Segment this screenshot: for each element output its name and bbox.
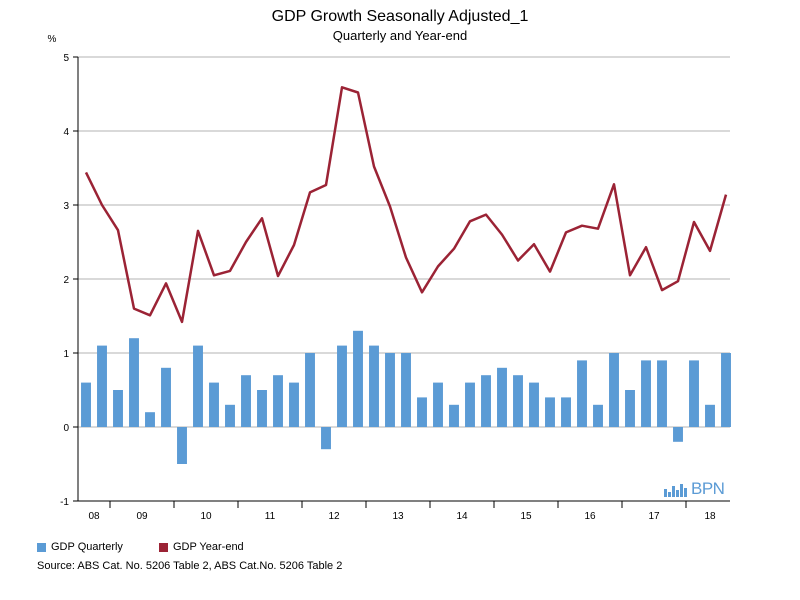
bar-gdp-quarterly (609, 353, 619, 427)
bar-gdp-quarterly (529, 382, 539, 427)
bar-gdp-quarterly (433, 382, 443, 427)
y-tick-label: 1 (63, 349, 69, 360)
bar-gdp-quarterly (273, 375, 283, 427)
bar-gdp-quarterly (593, 404, 603, 427)
bar-gdp-quarterly (113, 390, 123, 427)
x-tick-label: 15 (520, 511, 532, 522)
bar-gdp-quarterly (497, 367, 507, 427)
x-tick-label: 10 (200, 511, 212, 522)
bar-gdp-quarterly (641, 360, 651, 427)
bar-gdp-quarterly (465, 382, 475, 427)
bar-gdp-quarterly (353, 330, 363, 427)
bar-gdp-quarterly (401, 353, 411, 427)
bar-gdp-quarterly (81, 382, 91, 427)
bar-gdp-quarterly (385, 353, 395, 427)
bar-gdp-quarterly (721, 353, 731, 427)
x-tick-label: 13 (392, 511, 404, 522)
bar-gdp-quarterly (145, 412, 155, 427)
y-tick-label: 5 (63, 53, 69, 64)
bar-gdp-quarterly (449, 404, 459, 427)
bar-gdp-quarterly (417, 397, 427, 427)
x-tick-label: 09 (136, 511, 148, 522)
bar-gdp-quarterly (657, 360, 667, 427)
bar-gdp-quarterly (689, 360, 699, 427)
bar-gdp-quarterly (321, 427, 331, 450)
bar-gdp-quarterly (577, 360, 587, 427)
bpn-logo: BPN (664, 479, 725, 498)
source-note: Source: ABS Cat. No. 5206 Table 2, ABS C… (37, 560, 343, 572)
legend-swatch-yearend (158, 542, 168, 552)
bar-gdp-quarterly (241, 375, 251, 427)
bar-gdp-quarterly (129, 338, 139, 427)
y-tick-label: -1 (60, 497, 69, 508)
bpn-logo-icon (664, 484, 687, 497)
bar-gdp-quarterly (673, 427, 683, 442)
bar-gdp-quarterly (545, 397, 555, 427)
x-tick-label: 17 (648, 511, 660, 522)
bar-gdp-quarterly (193, 345, 203, 427)
legend-item-quarterly: GDP Quarterly (37, 541, 123, 553)
bar-gdp-quarterly (561, 397, 571, 427)
bar-gdp-quarterly (369, 345, 379, 427)
bar-gdp-quarterly (481, 375, 491, 427)
bar-gdp-quarterly (305, 353, 315, 427)
bar-gdp-quarterly (225, 404, 235, 427)
bar-gdp-quarterly (705, 404, 715, 427)
x-tick-label: 11 (265, 511, 276, 522)
x-tick-label: 08 (88, 511, 100, 522)
y-tick-label: 2 (63, 275, 69, 286)
bar-gdp-quarterly (161, 367, 171, 427)
legend-label-quarterly: GDP Quarterly (51, 541, 123, 553)
x-tick-label: 14 (456, 511, 468, 522)
y-axis-label: % (48, 34, 57, 45)
y-tick-label: 0 (63, 423, 69, 434)
x-tick-label: 12 (328, 511, 340, 522)
chart-title: GDP Growth Seasonally Adjusted_1 (271, 8, 529, 25)
bar-gdp-quarterly (97, 345, 107, 427)
legend-item-yearend: GDP Year-end (158, 541, 244, 553)
bar-gdp-quarterly (337, 345, 347, 427)
chart-subtitle: Quarterly and Year-end (332, 28, 468, 43)
line-gdp-yearend (84, 86, 728, 324)
bar-gdp-quarterly (209, 382, 219, 427)
bar-gdp-quarterly (177, 427, 187, 464)
bar-gdp-quarterly (289, 382, 299, 427)
legend: GDP Quarterly GDP Year-end (37, 541, 244, 553)
bpn-logo-text: BPN (691, 479, 725, 498)
bar-gdp-quarterly (257, 390, 267, 427)
x-tick-label: 16 (584, 511, 596, 522)
y-tick-label: 4 (63, 127, 69, 138)
x-tick-label: 18 (704, 511, 716, 522)
bar-gdp-quarterly (513, 375, 523, 427)
y-tick-label: 3 (63, 201, 69, 212)
bar-gdp-quarterly (625, 390, 635, 427)
legend-label-yearend: GDP Year-end (172, 541, 244, 553)
legend-swatch-quarterly (37, 542, 46, 552)
